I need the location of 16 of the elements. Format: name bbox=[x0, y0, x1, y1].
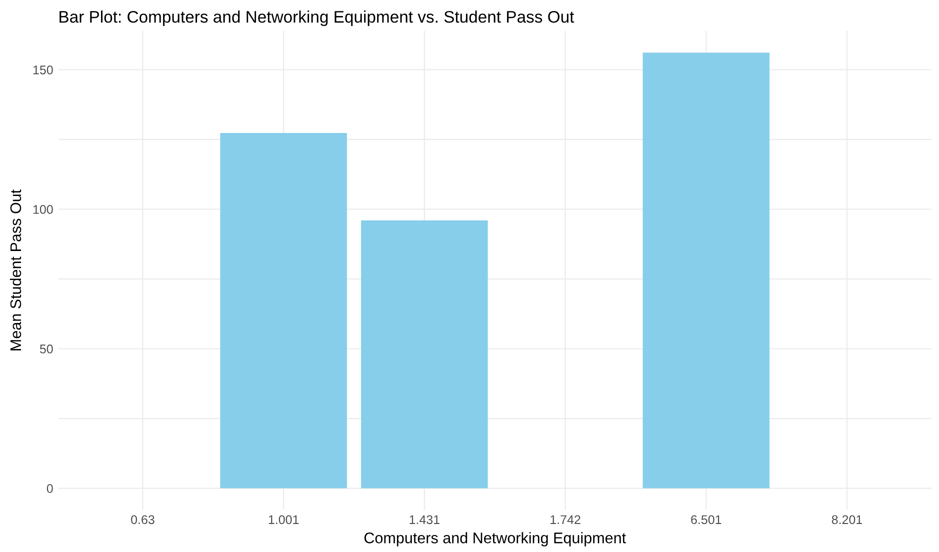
y-tick-label: 100 bbox=[33, 205, 53, 214]
chart-title: Bar Plot: Computers and Networking Equipment vs. Student Pass Out bbox=[60, 10, 574, 26]
x-tick-label: 6.501 bbox=[691, 515, 722, 524]
x-tick-label: 8.201 bbox=[832, 515, 862, 524]
y-axis-title: Mean Student Pass Out bbox=[10, 189, 22, 350]
bar bbox=[361, 220, 488, 488]
x-tick-label: 1.431 bbox=[410, 515, 440, 524]
bar bbox=[220, 133, 347, 488]
x-axis-title: Computers and Networking Equipment bbox=[364, 532, 626, 546]
x-tick-label: 1.742 bbox=[550, 515, 580, 524]
x-tick-label: 1.001 bbox=[268, 515, 299, 524]
bar bbox=[642, 52, 770, 488]
y-tick-label: 150 bbox=[33, 66, 53, 74]
x-tick-label: 0.63 bbox=[131, 515, 154, 524]
y-tick-label: 50 bbox=[40, 344, 53, 354]
y-tick-label: 0 bbox=[46, 484, 53, 493]
